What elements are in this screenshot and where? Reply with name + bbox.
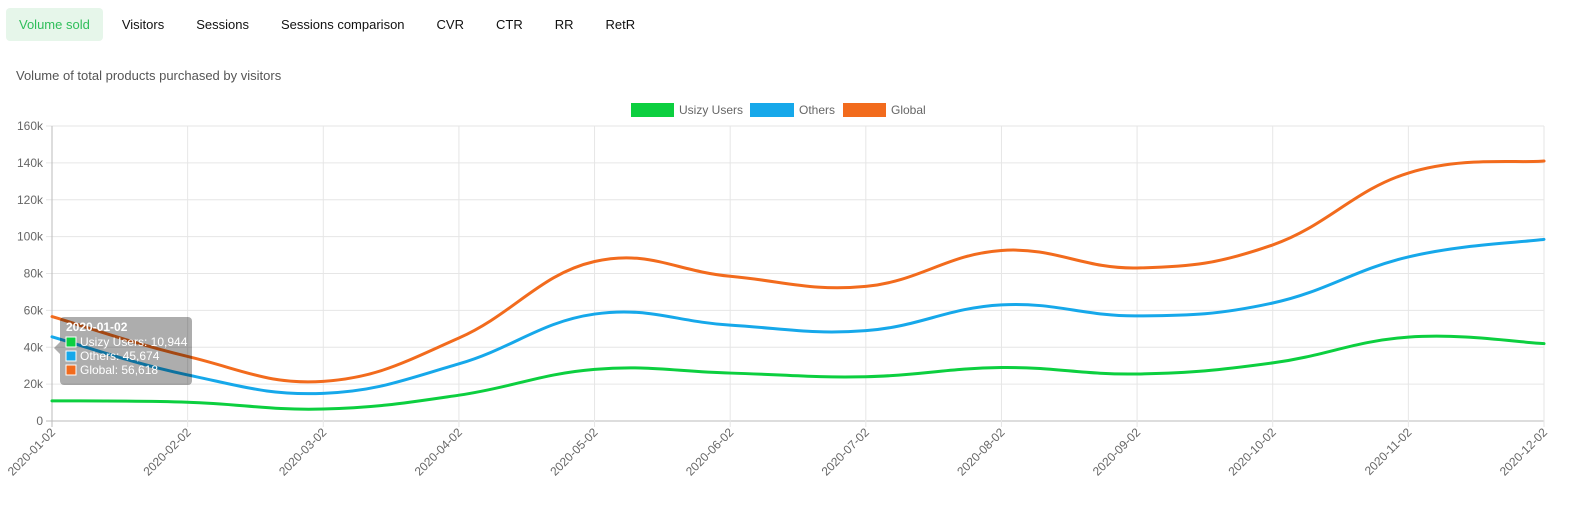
tooltip-swatch (65, 364, 77, 376)
y-tick-label: 60k (24, 303, 44, 317)
y-tick-label: 140k (17, 156, 44, 170)
x-tick-label: 2020-02-02 (140, 425, 194, 479)
tooltip-swatch (65, 336, 77, 348)
x-tick-label: 2020-04-02 (412, 425, 466, 479)
legend-label-others: Others (799, 103, 835, 117)
tab-volume-sold[interactable]: Volume sold (6, 8, 103, 41)
x-tick-label: 2020-05-02 (547, 425, 601, 479)
tooltip-title: 2020-01-02 (66, 320, 128, 334)
y-tick-label: 40k (24, 340, 44, 354)
legend-label-global: Global (891, 103, 926, 117)
x-tick-label: 2020-10-02 (1226, 425, 1280, 479)
legend-label-usizy-users: Usizy Users (679, 103, 743, 117)
series-line-usizy-users (50, 334, 1546, 411)
x-tick-label: 2020-01-02 (5, 425, 59, 479)
legend-swatch-global (843, 103, 886, 117)
tab-cvr[interactable]: CVR (436, 17, 464, 32)
tab-rr[interactable]: RR (554, 17, 574, 32)
y-tick-label: 20k (24, 377, 44, 391)
tab-bar: Volume sold Visitors Sessions Sessions comp… (6, 8, 654, 41)
x-tick-label: 2020-08-02 (954, 425, 1008, 479)
chart-subtitle: Volume of total products purchased by vi… (16, 68, 282, 83)
tooltip-swatch (65, 350, 77, 362)
tooltip-line: Others: 45,674 (80, 349, 160, 363)
tab-sessions-comparison[interactable]: Sessions comparison (280, 17, 405, 32)
tooltip-line: Usizy Users: 10,944 (80, 335, 188, 349)
tab-sessions[interactable]: Sessions (196, 17, 249, 32)
y-tick-label: 100k (17, 230, 44, 244)
x-tick-label: 2020-06-02 (683, 425, 737, 479)
tab-ctr[interactable]: CTR (495, 17, 523, 32)
series-line-others (50, 237, 1546, 396)
x-tick-label: 2020-03-02 (276, 425, 330, 479)
y-tick-label: 80k (24, 267, 44, 281)
legend-swatch-usizy-users (631, 103, 674, 117)
y-tick-label: 160k (17, 119, 44, 133)
line-chart: Usizy Users Others Global 0 20k 40k 60k 80k 100… (5, 103, 1551, 479)
tooltip-line: Global: 56,618 (80, 363, 158, 377)
tooltip-box (60, 317, 192, 385)
tab-retr[interactable]: RetR (605, 17, 636, 32)
x-tick-label: 2020-12-02 (1497, 425, 1551, 479)
series-line-global (50, 159, 1546, 384)
x-tick-label: 2020-11-02 (1362, 425, 1415, 478)
x-tick-label: 2020-09-02 (1090, 425, 1144, 479)
tab-visitors[interactable]: Visitors (121, 17, 165, 32)
y-tick-label: 120k (17, 193, 44, 207)
x-tick-label: 2020-07-02 (819, 425, 873, 479)
y-tick-label: 0 (36, 414, 43, 428)
tooltip-caret (54, 342, 60, 354)
legend-swatch-others (750, 103, 794, 117)
